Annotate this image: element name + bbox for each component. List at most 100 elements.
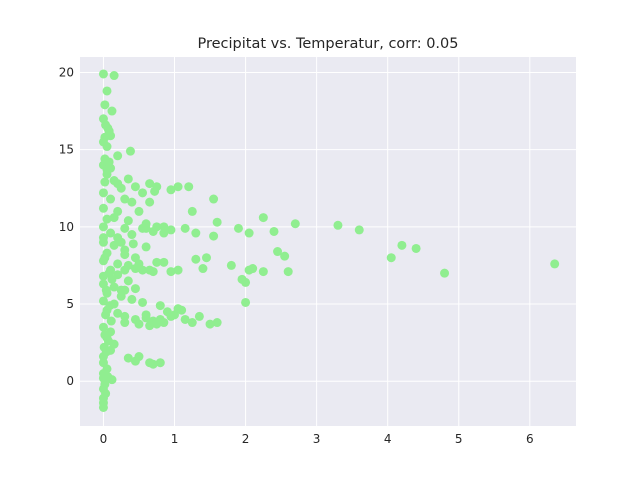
data-point [123, 174, 133, 184]
data-point [354, 225, 364, 235]
data-point [107, 106, 117, 116]
data-point [98, 402, 108, 412]
y-tick-label: 15 [59, 143, 74, 157]
x-tick-label: 2 [242, 432, 250, 446]
data-point [120, 223, 130, 233]
data-point [123, 276, 133, 286]
data-point [100, 100, 110, 110]
y-tick-label: 10 [59, 220, 74, 234]
data-point [141, 310, 151, 320]
data-point [166, 185, 176, 195]
data-point [120, 311, 130, 321]
data-point [241, 297, 251, 307]
data-point [150, 186, 160, 196]
data-point [98, 188, 108, 198]
data-point [258, 213, 268, 223]
data-point [138, 297, 148, 307]
y-tick-label: 20 [59, 65, 74, 79]
x-tick-label: 5 [455, 432, 463, 446]
data-point [159, 228, 169, 238]
data-point [102, 165, 112, 175]
data-point [103, 372, 113, 382]
data-point [170, 310, 180, 320]
data-point [123, 216, 133, 226]
x-axis-ticks: 0 1 2 3 4 5 6 [100, 432, 534, 446]
data-point [550, 259, 560, 269]
data-point [113, 308, 123, 318]
data-point [127, 294, 137, 304]
data-point [187, 206, 197, 216]
data-point [138, 265, 148, 275]
data-point [145, 197, 155, 207]
data-point [201, 253, 211, 263]
data-point [98, 222, 108, 232]
data-point [105, 301, 115, 311]
x-tick-label: 0 [100, 432, 108, 446]
x-tick-label: 1 [171, 432, 179, 446]
data-point [98, 69, 108, 79]
data-point [98, 203, 108, 213]
data-point [127, 230, 137, 240]
data-point [106, 316, 116, 326]
data-point [103, 123, 113, 133]
x-tick-label: 4 [384, 432, 392, 446]
data-point [141, 223, 151, 233]
data-point [116, 285, 126, 295]
data-point [134, 206, 144, 216]
data-point [98, 233, 108, 243]
data-point [102, 86, 112, 96]
data-point [109, 71, 119, 81]
data-point [166, 225, 176, 235]
data-point [127, 197, 137, 207]
data-point [159, 257, 169, 267]
data-point [134, 319, 144, 329]
data-point [177, 305, 187, 315]
data-point [155, 301, 165, 311]
data-point [113, 179, 123, 189]
data-point [159, 222, 169, 232]
data-point [100, 253, 110, 263]
data-point [162, 307, 172, 317]
data-point [148, 267, 158, 277]
data-point [113, 259, 123, 269]
data-point [98, 296, 108, 306]
y-tick-label: 5 [66, 297, 74, 311]
data-point [205, 319, 215, 329]
data-point [397, 240, 407, 250]
data-point [148, 359, 158, 369]
data-point [184, 182, 194, 192]
data-point [258, 267, 268, 277]
data-point [180, 223, 190, 233]
data-point [226, 260, 236, 270]
data-point [209, 231, 219, 241]
plot-area [80, 57, 576, 426]
data-point [120, 194, 130, 204]
data-point [141, 242, 151, 252]
data-point [101, 285, 111, 295]
data-point [283, 267, 293, 277]
data-point [248, 264, 258, 274]
data-point [130, 356, 140, 366]
data-point [155, 358, 165, 368]
data-point [173, 182, 183, 192]
data-point [104, 157, 114, 167]
data-point [113, 151, 123, 161]
data-point [128, 239, 138, 249]
data-point [123, 353, 133, 363]
data-point [180, 314, 190, 324]
y-axis-ticks: 0 5 10 15 20 [59, 65, 74, 388]
data-point [191, 228, 201, 238]
data-point [386, 253, 396, 263]
data-point [130, 284, 140, 294]
data-point [100, 177, 110, 187]
data-point [120, 318, 130, 328]
data-point [269, 226, 279, 236]
data-point [101, 310, 111, 320]
data-point [102, 214, 112, 224]
data-point [241, 277, 251, 287]
data-point [173, 265, 183, 275]
data-point [145, 179, 155, 189]
grid [80, 57, 576, 426]
data-point [198, 264, 208, 274]
